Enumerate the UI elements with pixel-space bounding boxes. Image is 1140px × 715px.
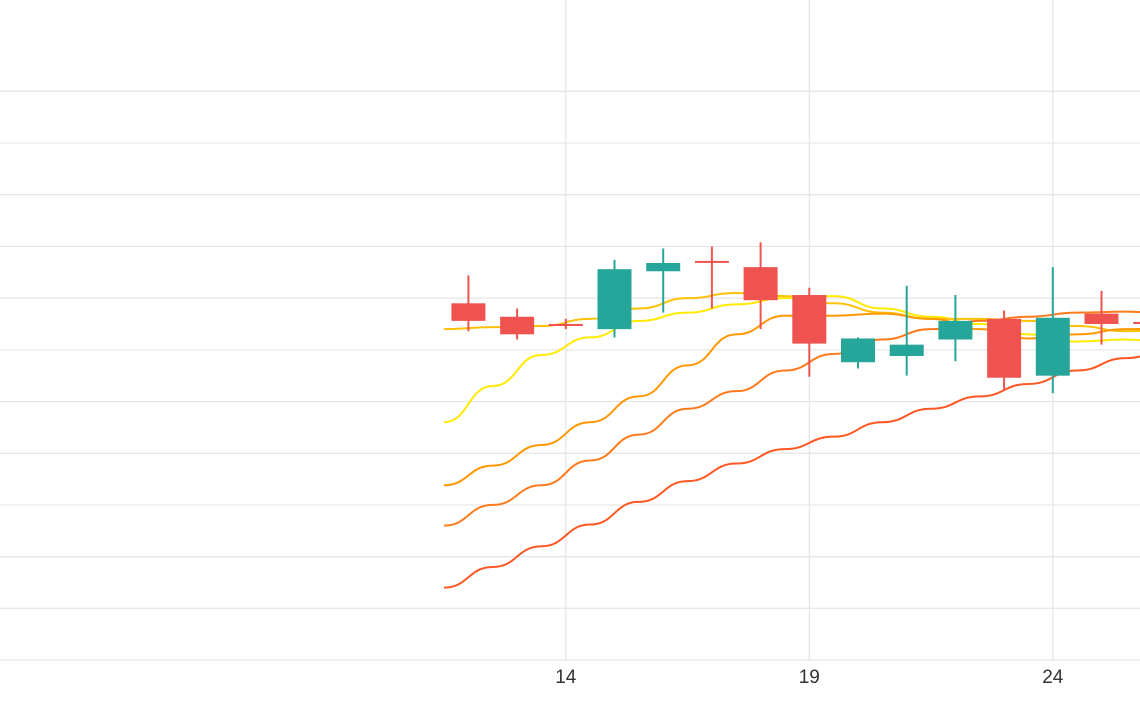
candle [1133, 321, 1140, 324]
x-tick-label: 19 [799, 667, 820, 688]
candle [451, 275, 486, 332]
candle [548, 318, 583, 330]
candle [646, 248, 681, 313]
x-tick-label: 24 [1042, 667, 1064, 688]
candle-body [694, 260, 729, 263]
x-axis-ticks: 14192428Apr27 [555, 667, 1064, 688]
candle-body [1084, 313, 1119, 324]
candle [694, 246, 729, 309]
candle [841, 337, 875, 369]
candle [889, 285, 924, 376]
candle-body [889, 344, 924, 357]
candle [500, 308, 535, 340]
candle [1035, 267, 1070, 394]
candle [938, 295, 973, 362]
candle-body [1035, 317, 1070, 376]
moving-average-line-5 [444, 355, 1140, 589]
candle-body [1133, 321, 1140, 324]
candle [597, 259, 632, 338]
candle-body [938, 320, 973, 340]
candle [987, 310, 1022, 391]
candle-body [987, 318, 1022, 378]
candle-body [451, 303, 486, 321]
candles [451, 242, 1140, 394]
candle [792, 287, 827, 377]
candle-body [548, 323, 583, 326]
candle [1084, 290, 1119, 345]
x-tick-label: 14 [555, 667, 577, 688]
candle [743, 242, 778, 330]
candle-body [597, 269, 632, 330]
candle-body [500, 316, 535, 335]
candle-body [792, 295, 827, 344]
candle-body [841, 338, 875, 363]
moving-average-lines [443, 291, 1140, 589]
moving-average-line-4 [444, 310, 1140, 527]
moving-average-line-2 [444, 291, 1140, 333]
candle-body [646, 262, 681, 272]
candle-body [743, 267, 778, 301]
